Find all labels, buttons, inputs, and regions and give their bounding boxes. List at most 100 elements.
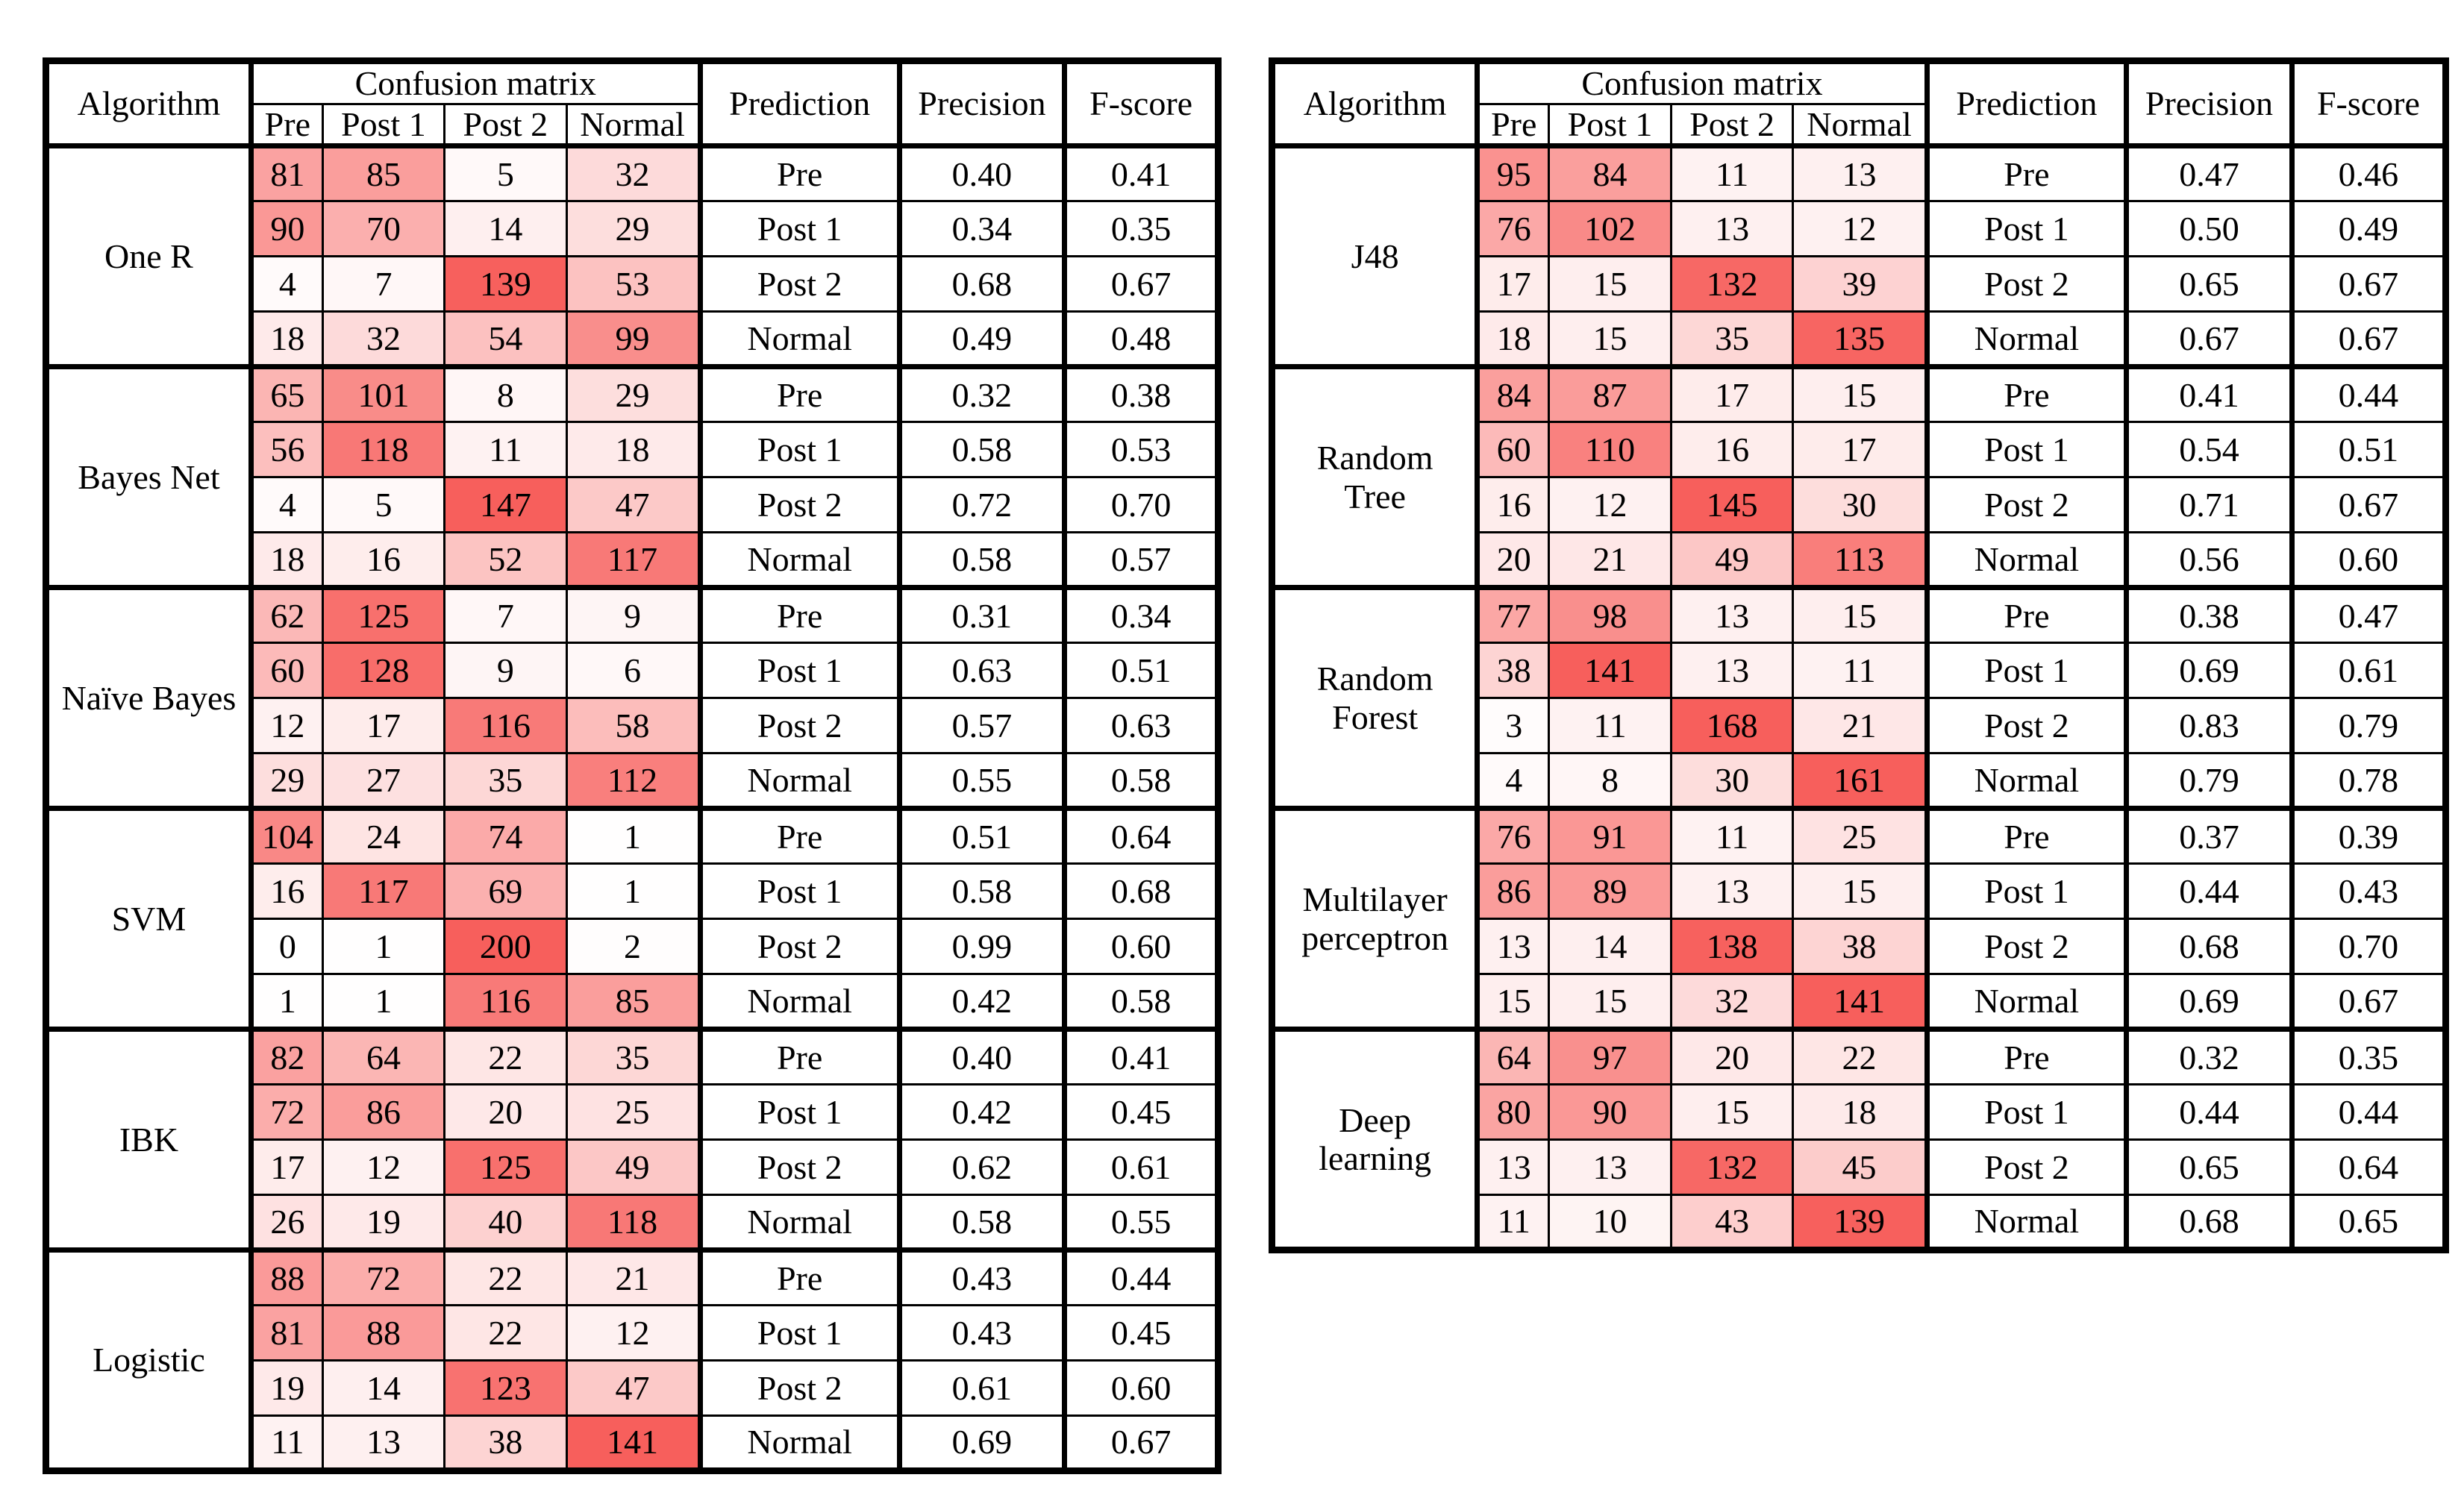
cm-cell: 112 (565, 752, 703, 812)
results-table-right: Algorithm Confusion matrix Prediction Preci… (1269, 57, 2449, 1254)
cm-cell: 5 (321, 476, 446, 534)
cm-cell: 38 (1792, 918, 1930, 976)
precision-cell: 0.99 (898, 918, 1068, 976)
precision-cell: 0.40 (898, 1028, 1068, 1086)
prediction-cell: Normal (1925, 310, 2130, 370)
cm-cell: 141 (565, 1414, 703, 1474)
cm-cell: 13 (1476, 1138, 1551, 1197)
cm-cell: 60 (249, 642, 324, 700)
cm-cell: 81 (249, 145, 324, 203)
fscore-cell: 0.67 (2290, 476, 2448, 534)
cm-cell: 132 (1669, 255, 1795, 313)
cm-cell: 29 (565, 200, 703, 258)
prediction-cell: Normal (1925, 752, 2130, 812)
cm-cell: 141 (1548, 642, 1672, 700)
cm-cell: 76 (1476, 200, 1551, 258)
prediction-cell: Post 2 (1925, 476, 2130, 534)
fscore-cell: 0.67 (2290, 310, 2448, 370)
prediction-cell: Pre (698, 1028, 902, 1086)
cm-cell: 20 (1669, 1028, 1795, 1086)
prediction-cell: Post 2 (698, 918, 902, 976)
cm-cell: 117 (321, 862, 446, 921)
fscore-cell: 0.67 (2290, 973, 2448, 1033)
fscore-cell: 0.64 (1063, 807, 1219, 865)
cm-cell: 90 (1548, 1083, 1672, 1141)
cm-cell: 81 (249, 1304, 324, 1362)
cm-cell: 99 (565, 310, 703, 370)
cm-cell: 11 (443, 421, 568, 479)
prediction-cell: Post 2 (698, 255, 902, 313)
header-cm-pre: Pre (1476, 102, 1551, 149)
fscore-cell: 0.41 (1063, 145, 1219, 203)
cm-cell: 139 (443, 255, 568, 313)
cm-cell: 40 (443, 1194, 568, 1253)
precision-cell: 0.34 (898, 200, 1068, 258)
cm-cell: 138 (1669, 918, 1795, 976)
header-cm-normal: Normal (1792, 102, 1930, 149)
precision-cell: 0.63 (898, 642, 1068, 700)
cm-cell: 35 (565, 1028, 703, 1086)
precision-cell: 0.58 (898, 1194, 1068, 1253)
cm-cell: 90 (249, 200, 324, 258)
fscore-cell: 0.63 (1063, 697, 1219, 755)
prediction-cell: Post 2 (698, 1359, 902, 1417)
cm-cell: 4 (249, 476, 324, 534)
fscore-cell: 0.57 (1063, 531, 1219, 591)
cm-cell: 9 (565, 586, 703, 645)
cm-cell: 53 (565, 255, 703, 313)
cm-cell: 161 (1792, 752, 1930, 812)
precision-cell: 0.37 (2125, 807, 2295, 865)
cm-cell: 86 (1476, 862, 1551, 921)
header-cm-pre: Pre (249, 102, 324, 149)
precision-cell: 0.42 (898, 1083, 1068, 1141)
algorithm-name-cell: Multilayer perceptron (1270, 807, 1480, 1033)
precision-cell: 0.40 (898, 145, 1068, 203)
cm-cell: 97 (1548, 1028, 1672, 1086)
prediction-cell: Normal (1925, 1194, 2130, 1253)
prediction-cell: Pre (1925, 145, 2130, 203)
header-algorithm: Algorithm (45, 59, 254, 149)
cm-cell: 15 (1548, 973, 1672, 1033)
fscore-cell: 0.65 (2290, 1194, 2448, 1253)
prediction-cell: Pre (1925, 586, 2130, 645)
header-confusion-matrix: Confusion matrix (1476, 60, 1930, 105)
cm-cell: 52 (443, 531, 568, 591)
cm-cell: 21 (1548, 531, 1672, 591)
algorithm-name-cell: IBK (45, 1028, 254, 1253)
cm-cell: 17 (321, 697, 446, 755)
cm-cell: 101 (321, 366, 446, 424)
cm-cell: 1 (321, 973, 446, 1033)
cm-cell: 139 (1792, 1194, 1930, 1253)
header-fscore: F-score (1063, 59, 1219, 149)
cm-cell: 13 (1476, 918, 1551, 976)
precision-cell: 0.31 (898, 586, 1068, 645)
cm-cell: 70 (321, 200, 446, 258)
precision-cell: 0.49 (898, 310, 1068, 370)
cm-cell: 125 (443, 1138, 568, 1197)
algorithm-name-cell: J48 (1270, 145, 1480, 370)
fscore-cell: 0.60 (1063, 918, 1219, 976)
cm-cell: 13 (1792, 145, 1930, 203)
fscore-cell: 0.68 (1063, 862, 1219, 921)
precision-cell: 0.67 (2125, 310, 2295, 370)
header-precision: Precision (898, 59, 1068, 149)
precision-cell: 0.42 (898, 973, 1068, 1033)
header-prediction: Prediction (698, 59, 902, 149)
header-confusion-matrix: Confusion matrix (249, 60, 703, 105)
algorithm-name-cell: Random Tree (1270, 366, 1480, 591)
cm-cell: 10 (1548, 1194, 1672, 1253)
precision-cell: 0.41 (2125, 366, 2295, 424)
header-cm-normal: Normal (565, 102, 703, 149)
cm-cell: 98 (1548, 586, 1672, 645)
fscore-cell: 0.34 (1063, 586, 1219, 645)
cm-cell: 19 (249, 1359, 324, 1417)
cm-cell: 54 (443, 310, 568, 370)
prediction-cell: Post 2 (698, 1138, 902, 1197)
fscore-cell: 0.67 (1063, 1414, 1219, 1474)
prediction-cell: Post 2 (698, 697, 902, 755)
cm-cell: 72 (321, 1249, 446, 1307)
prediction-cell: Post 1 (1925, 200, 2130, 258)
cm-cell: 35 (1669, 310, 1795, 370)
cm-cell: 58 (565, 697, 703, 755)
fscore-cell: 0.35 (2290, 1028, 2448, 1086)
